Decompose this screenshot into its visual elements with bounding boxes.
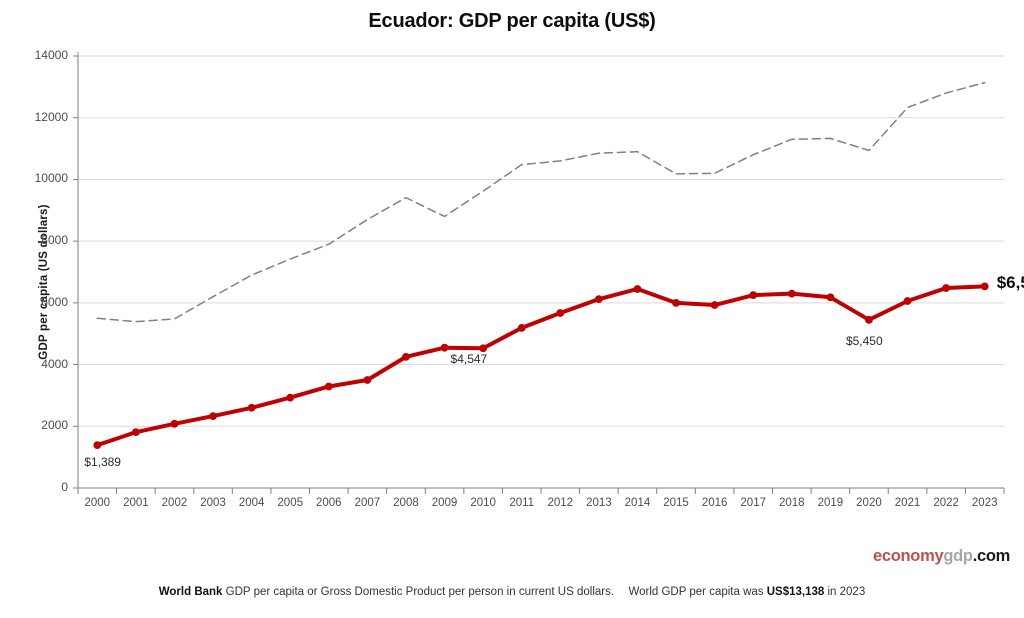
x-tick-label: 2011 [509,497,535,509]
x-tick-label: 2016 [701,497,728,509]
annotation-start-value: $1,389 [84,455,121,470]
annotation-2020-value: $5,450 [845,333,883,348]
data-point [93,441,102,450]
x-tick-label: 2017 [740,497,766,509]
data-point [324,382,333,391]
x-tick-label: 2002 [161,497,188,509]
x-tick-label: 2018 [778,497,805,509]
x-tick-label: 2003 [200,497,226,509]
x-tick-label: 2014 [624,497,651,509]
footer-source: World Bank [158,586,223,598]
data-point [903,297,912,305]
data-point [402,352,410,361]
watermark-part-com: .com [972,547,1011,565]
data-point [594,295,603,304]
watermark-part-economy: economy [873,547,944,565]
data-point [479,344,488,353]
data-point [787,289,796,298]
x-tick-label: 2015 [663,497,689,509]
site-watermark[interactable]: economygdp.com [873,547,1010,566]
x-tick-label: 2005 [277,497,303,509]
y-tick-label: 12000 [34,109,68,124]
x-tick-label: 2010 [470,497,496,509]
x-tick-label: 2013 [586,497,612,509]
y-tick-label: 14000 [34,48,68,62]
x-tick-label: 2019 [817,497,844,509]
data-point [710,301,719,309]
annotation-latest-value: $6,533 [996,273,1024,293]
data-point [440,343,449,352]
data-point [170,419,179,428]
data-point [633,285,642,293]
annotation-2009-value: $4,547 [450,351,488,366]
data-point [556,309,565,317]
x-tick-label: 2022 [933,497,959,509]
footer-text-3: in 2023 [827,586,866,598]
data-point [363,376,372,384]
series-line-ecuador [95,284,987,448]
y-tick-label: 2000 [41,418,68,433]
data-point [980,282,989,291]
x-tick-label: 2000 [84,497,111,509]
footer-text-2: World GDP per capita was [628,586,764,598]
watermark-part-gdp: gdp [943,547,973,565]
data-point [865,315,873,324]
footer-text-1: GDP per capita or Gross Domestic Product… [225,586,615,598]
x-tick-label: 2008 [393,497,419,509]
x-tick-label: 2012 [547,497,574,509]
data-point [209,412,217,421]
y-tick-label: 4000 [41,356,68,371]
x-tick-label: 2023 [971,497,998,509]
footer-note: World Bank GDP per capita or Gross Domes… [0,586,1024,598]
x-tick-label: 2001 [123,497,149,509]
y-tick-label: 8000 [41,233,68,248]
data-point [517,323,526,332]
x-tick-label: 2020 [856,497,882,509]
y-tick-label: 6000 [41,294,68,309]
x-tick-label: 2004 [238,497,265,509]
data-point [247,403,256,412]
x-tick-label: 2006 [315,497,342,509]
y-tick-label: 0 [61,480,68,494]
footer-world-value: US$13,138 [766,586,825,598]
x-tick-label: 2007 [354,497,381,509]
data-point [286,393,295,402]
x-tick-label: 2021 [894,497,921,509]
data-point [672,298,680,307]
chart-legend: Ecuador ECU GDP per capita (US$) World [0,543,1024,571]
page-title: Ecuador: GDP per capita (US$) [368,10,656,32]
series-line-world [96,81,986,323]
data-point [131,428,140,437]
data-point [826,293,835,302]
x-tick-label: 2009 [431,497,458,509]
y-axis-title: GDP per capita (US dollars) [38,204,50,360]
y-tick-label: 10000 [34,171,68,186]
data-point [749,291,758,300]
data-point [942,284,951,292]
